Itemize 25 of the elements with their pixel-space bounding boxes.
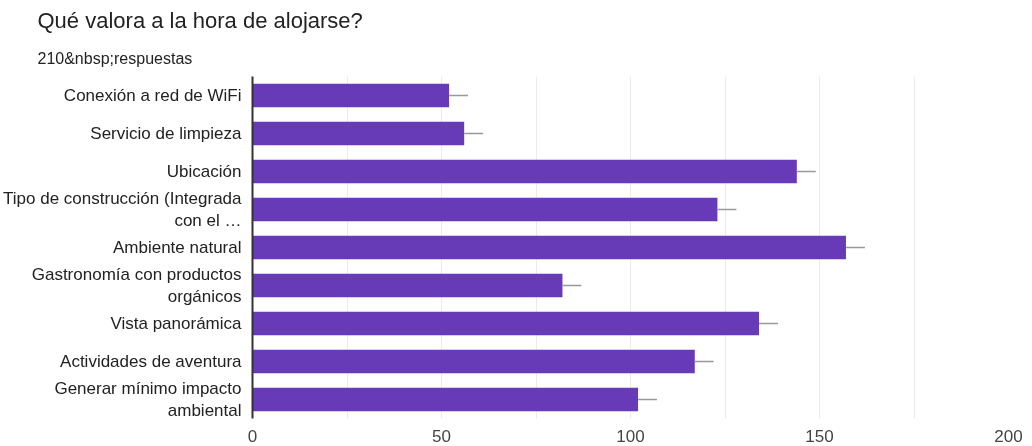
- x-tick-label: 0: [247, 426, 258, 446]
- y-tick-label: Generar mínimo impacto ambiental: [54, 378, 242, 421]
- x-tick-label: 100: [616, 426, 645, 446]
- x-tick-label: 200: [994, 426, 1023, 446]
- y-tick-label: Actividades de aventura: [60, 352, 243, 371]
- x-tick-label: 50: [432, 426, 451, 446]
- bar: [252, 235, 846, 260]
- bar: [252, 387, 639, 412]
- y-tick-label: Vista panorámica: [110, 314, 243, 333]
- bar: [252, 273, 563, 298]
- y-tick-label: Gastronomía con productos orgánicos: [31, 264, 242, 307]
- bar: [252, 121, 465, 146]
- bar: [252, 159, 797, 184]
- x-tick-label: 150: [805, 426, 834, 446]
- bar: [252, 311, 760, 336]
- y-tick-label: Ubicación: [166, 162, 242, 181]
- bar: [252, 197, 718, 222]
- bar: [252, 349, 695, 374]
- bar: [252, 83, 450, 108]
- y-tick-label: Conexión a red de WiFi: [63, 86, 242, 105]
- chart-title: Qué valora a la hora de alojarse?: [37, 7, 363, 33]
- y-tick-label: Servicio de limpieza: [90, 124, 243, 143]
- y-tick-label: Ambiente natural: [112, 238, 242, 257]
- y-tick-label: Tipo de construcción (Integrada con el …: [3, 188, 243, 231]
- text: 210&nbsp;respuestas: [37, 49, 193, 67]
